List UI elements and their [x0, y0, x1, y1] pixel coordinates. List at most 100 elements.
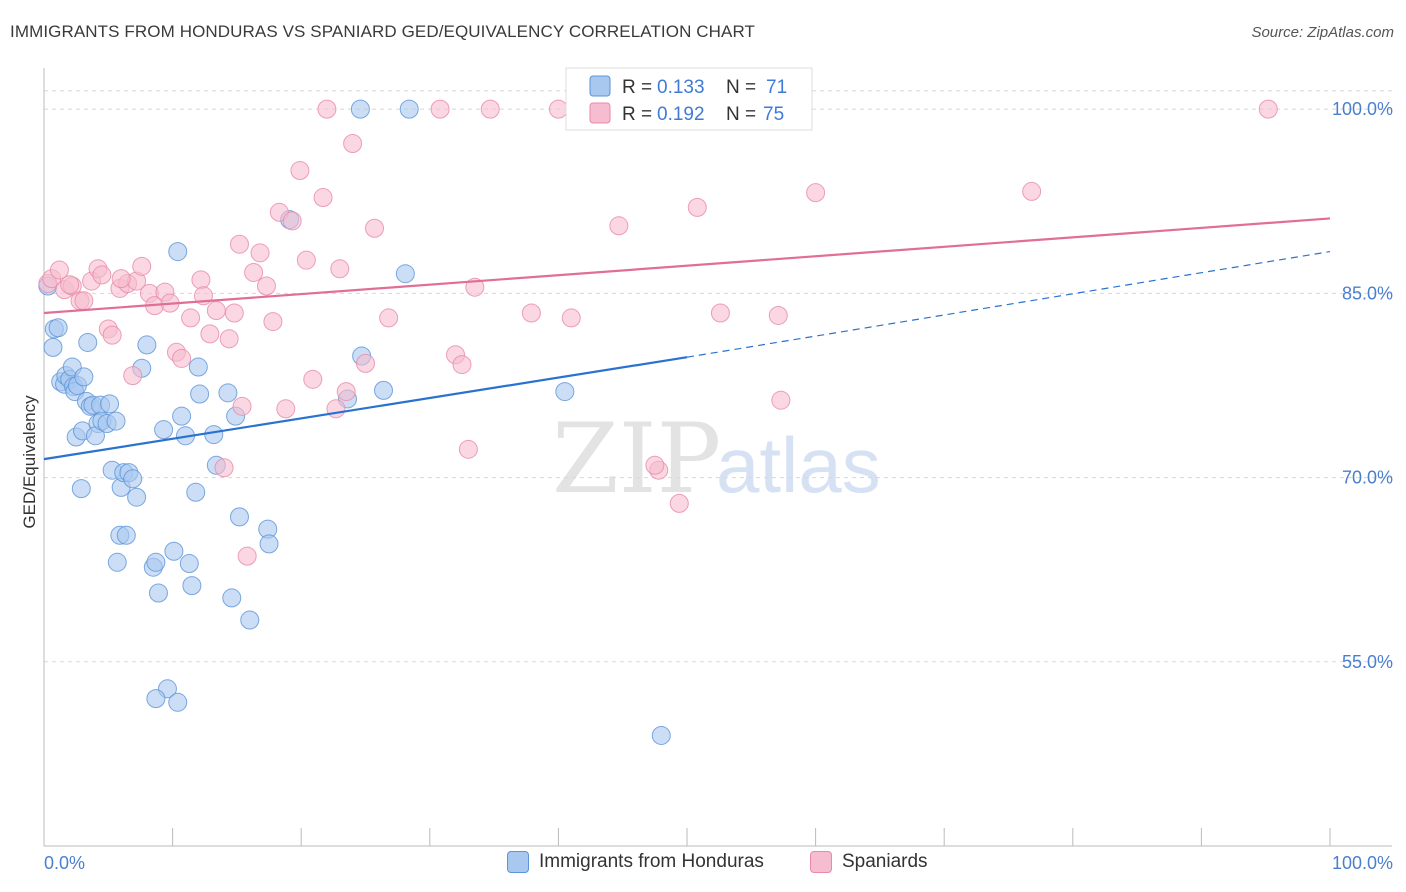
legend-swatch-spaniards-bottom — [810, 851, 832, 873]
point-honduras — [154, 420, 174, 440]
legend-r-value-2: 0.192 — [657, 104, 705, 125]
watermark: ZIP atlas — [552, 403, 881, 515]
point-spaniards — [326, 399, 346, 419]
point-honduras — [179, 554, 199, 574]
x-tick-label-max: 100.0% — [1332, 853, 1393, 873]
point-spaniards — [92, 265, 112, 285]
point-spaniards — [123, 366, 143, 386]
point-spaniards — [1022, 181, 1042, 201]
legend-r-label-1: R = — [622, 77, 652, 98]
point-spaniards — [181, 308, 201, 328]
point-spaniards — [224, 303, 244, 323]
svg-text:R = 0.192 N =: R = 0.192 N = 75 — [622, 104, 784, 125]
point-spaniards — [336, 382, 356, 402]
point-spaniards — [237, 546, 257, 566]
point-spaniards — [219, 329, 239, 349]
bottom-legend: Immigrants from Honduras Spaniards — [0, 851, 1406, 881]
legend-swatch-honduras-bottom — [507, 851, 529, 873]
point-spaniards — [548, 99, 568, 119]
trend-line-spaniards — [43, 217, 1331, 315]
legend-item-spaniards: Spaniards — [810, 851, 928, 873]
legend-r-value-1: 0.133 — [657, 77, 705, 98]
point-honduras — [168, 692, 188, 712]
data-points — [38, 99, 1278, 745]
legend-item-honduras: Immigrants from Honduras — [507, 851, 764, 873]
point-honduras — [106, 411, 126, 431]
point-spaniards — [806, 183, 826, 203]
point-spaniards — [609, 216, 629, 236]
y-tick-label: 100.0% — [1332, 99, 1393, 119]
point-honduras — [555, 382, 575, 402]
point-spaniards — [710, 303, 730, 323]
point-spaniards — [229, 234, 249, 254]
point-honduras — [222, 588, 242, 608]
point-spaniards — [303, 369, 323, 389]
point-honduras — [168, 242, 188, 262]
y-tick-label: 55.0% — [1342, 652, 1393, 672]
legend-n-value-2: 75 — [763, 104, 784, 125]
point-honduras — [399, 99, 419, 119]
point-spaniards — [330, 259, 350, 279]
point-spaniards — [111, 269, 131, 289]
legend-n-label-1: N = — [726, 77, 756, 98]
y-tick-label: 85.0% — [1342, 283, 1393, 303]
point-spaniards — [687, 197, 707, 217]
point-honduras — [116, 525, 136, 545]
legend-n-label-2: N = — [726, 104, 756, 125]
point-honduras — [74, 367, 94, 387]
point-honduras — [146, 689, 166, 709]
point-honduras — [240, 610, 260, 630]
y-tick-label: 70.0% — [1342, 468, 1393, 488]
point-spaniards — [313, 188, 333, 208]
y-axis-label: GED/Equivalency — [20, 395, 39, 529]
point-honduras — [182, 576, 202, 596]
point-spaniards — [214, 458, 234, 478]
point-spaniards — [206, 301, 226, 321]
legend-label-honduras: Immigrants from Honduras — [539, 851, 764, 872]
chart-title: IMMIGRANTS FROM HONDURAS VS SPANIARD GED… — [10, 22, 756, 41]
watermark-zip: ZIP — [552, 403, 721, 515]
point-spaniards — [282, 211, 302, 231]
point-spaniards — [1258, 99, 1278, 119]
point-spaniards — [768, 305, 788, 325]
top-legend: R = 0.133 N = 71 R = 0.192 N = 75 — [565, 67, 813, 131]
point-spaniards — [317, 99, 337, 119]
point-spaniards — [452, 355, 472, 375]
point-honduras — [259, 534, 279, 554]
point-honduras — [172, 406, 192, 426]
point-spaniards — [561, 308, 581, 328]
point-spaniards — [172, 348, 192, 368]
axes — [43, 68, 1392, 847]
point-honduras — [43, 337, 63, 357]
point-honduras — [137, 335, 157, 355]
point-spaniards — [430, 99, 450, 119]
point-honduras — [229, 507, 249, 527]
point-honduras — [48, 318, 68, 338]
point-honduras — [188, 357, 208, 377]
trend-line-honduras-extension — [686, 250, 1331, 358]
point-honduras — [164, 541, 184, 561]
point-spaniards — [290, 161, 310, 181]
point-spaniards — [480, 99, 500, 119]
point-spaniards — [645, 455, 665, 475]
point-spaniards — [458, 439, 478, 459]
point-honduras — [186, 482, 206, 502]
point-spaniards — [296, 250, 316, 270]
trend-lines — [43, 217, 1331, 461]
point-honduras — [71, 479, 91, 499]
point-spaniards — [200, 324, 220, 344]
point-spaniards — [276, 399, 296, 419]
source-label: Source: ZipAtlas.com — [1251, 24, 1394, 41]
trend-line-honduras — [43, 356, 688, 461]
point-spaniards — [256, 276, 276, 296]
point-honduras — [651, 725, 671, 745]
svg-text:R = 0.133 N =: R = 0.133 N = 71 — [622, 77, 787, 98]
point-spaniards — [343, 134, 363, 154]
point-honduras — [395, 264, 415, 284]
point-honduras — [204, 425, 224, 445]
point-honduras — [190, 384, 210, 404]
point-spaniards — [771, 390, 791, 410]
watermark-atlas: atlas — [716, 421, 881, 509]
point-honduras — [100, 394, 120, 414]
point-honduras — [123, 469, 143, 489]
